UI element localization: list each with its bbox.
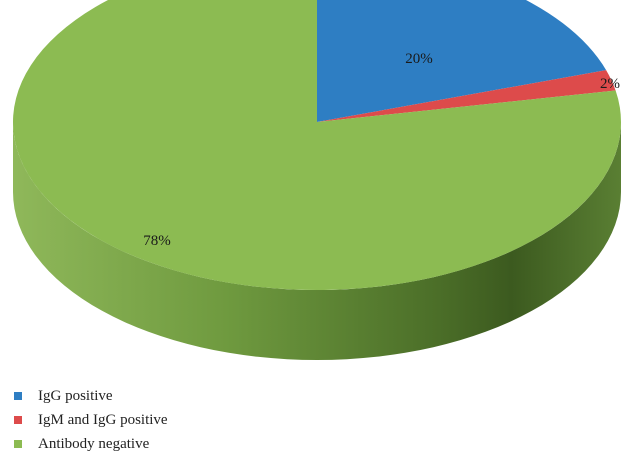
legend-swatch-igm-igg-positive xyxy=(14,416,22,424)
legend-swatch-antibody-negative xyxy=(14,440,22,448)
slice-antibody-negative xyxy=(12,0,621,290)
legend-item-igm-igg-positive: IgM and IgG positive xyxy=(14,408,168,432)
pie-top xyxy=(12,0,621,290)
pie-labels: 20% 2% 78% xyxy=(143,51,620,249)
data-label-igm-igg-positive: 2% xyxy=(600,76,620,92)
pie-sides xyxy=(13,122,621,360)
legend-item-antibody-negative: Antibody negative xyxy=(14,432,168,456)
legend: IgG positive IgM and IgG positive Antibo… xyxy=(14,384,168,456)
data-label-antibody-negative: 78% xyxy=(143,233,171,249)
pie-side-antibody-negative xyxy=(13,122,621,360)
legend-label: IgM and IgG positive xyxy=(38,411,168,428)
legend-swatch-igg-positive xyxy=(14,392,22,400)
legend-item-igg-positive: IgG positive xyxy=(14,384,168,408)
data-label-igg-positive: 20% xyxy=(405,51,433,67)
legend-label: Antibody negative xyxy=(38,435,150,452)
slice-igg-positive xyxy=(317,0,607,122)
legend-label: IgG positive xyxy=(38,387,113,404)
slice-igm-igg-positive xyxy=(317,70,616,122)
